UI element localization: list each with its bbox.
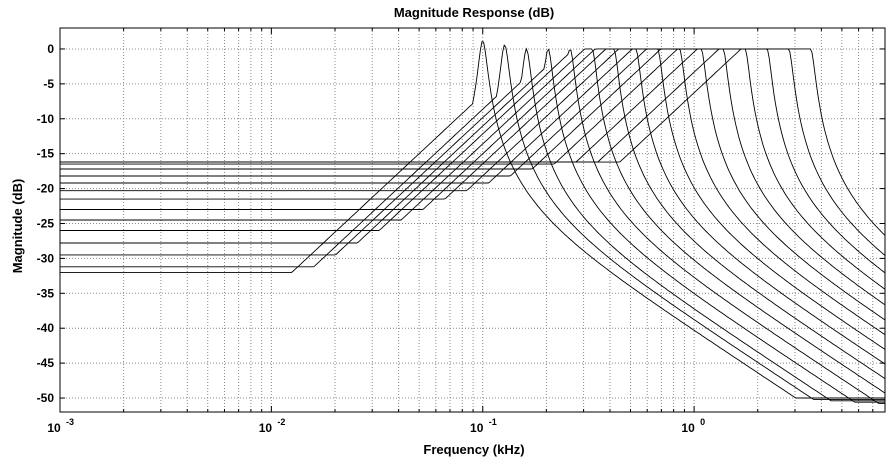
response-curve: [60, 47, 885, 402]
response-curve: [60, 41, 885, 399]
grid: [59, 28, 886, 412]
x-axis-ticks: 10 -3 10 -2 10 -1 10 0: [47, 28, 886, 435]
y-tick-label: -40: [37, 321, 55, 335]
y-tick-label: -50: [37, 391, 55, 405]
curves: [60, 41, 886, 405]
y-tick-label: -10: [37, 112, 55, 126]
y-tick-label: -35: [37, 286, 55, 300]
x-axis-label: Frequency (kHz): [423, 442, 524, 457]
y-tick-label: -25: [37, 216, 55, 230]
y-tick-label: -5: [43, 77, 54, 91]
response-curve: [60, 44, 885, 400]
x-tick-label: 10: [259, 421, 273, 435]
response-curve: [60, 48, 886, 379]
response-curve: [60, 48, 886, 394]
response-curve: [60, 48, 886, 350]
response-curve: [60, 48, 886, 336]
response-curve: [60, 48, 886, 306]
x-tick-exponent: 0: [700, 417, 705, 427]
response-curve: [60, 49, 885, 405]
x-tick-exponent: -2: [277, 417, 285, 427]
x-tick-label: 10: [47, 421, 61, 435]
x-tick-exponent: -3: [66, 417, 74, 427]
x-tick-exponent: -1: [489, 417, 497, 427]
response-curve: [60, 48, 885, 403]
x-tick-label: 10: [681, 421, 695, 435]
y-axis-label: Magnitude (dB): [10, 179, 25, 274]
response-curve: [60, 48, 886, 290]
y-axis-ticks: 0 -5 -10 -15 -20 -25 -30 -35 -40 -45 -50: [37, 42, 885, 405]
response-curve: [60, 48, 886, 365]
y-tick-label: -45: [37, 356, 55, 370]
response-curve: [60, 48, 886, 274]
x-tick-label: 10: [470, 421, 484, 435]
response-curve: [60, 48, 886, 256]
response-curve: [60, 48, 886, 321]
y-tick-label: -20: [37, 182, 55, 196]
y-tick-label: -30: [37, 251, 55, 265]
response-curve: [60, 48, 886, 236]
plot-frame: [59, 27, 886, 413]
chart-title: Magnitude Response (dB): [394, 5, 554, 20]
y-tick-label: 0: [47, 42, 54, 56]
y-tick-label: -15: [37, 147, 55, 161]
